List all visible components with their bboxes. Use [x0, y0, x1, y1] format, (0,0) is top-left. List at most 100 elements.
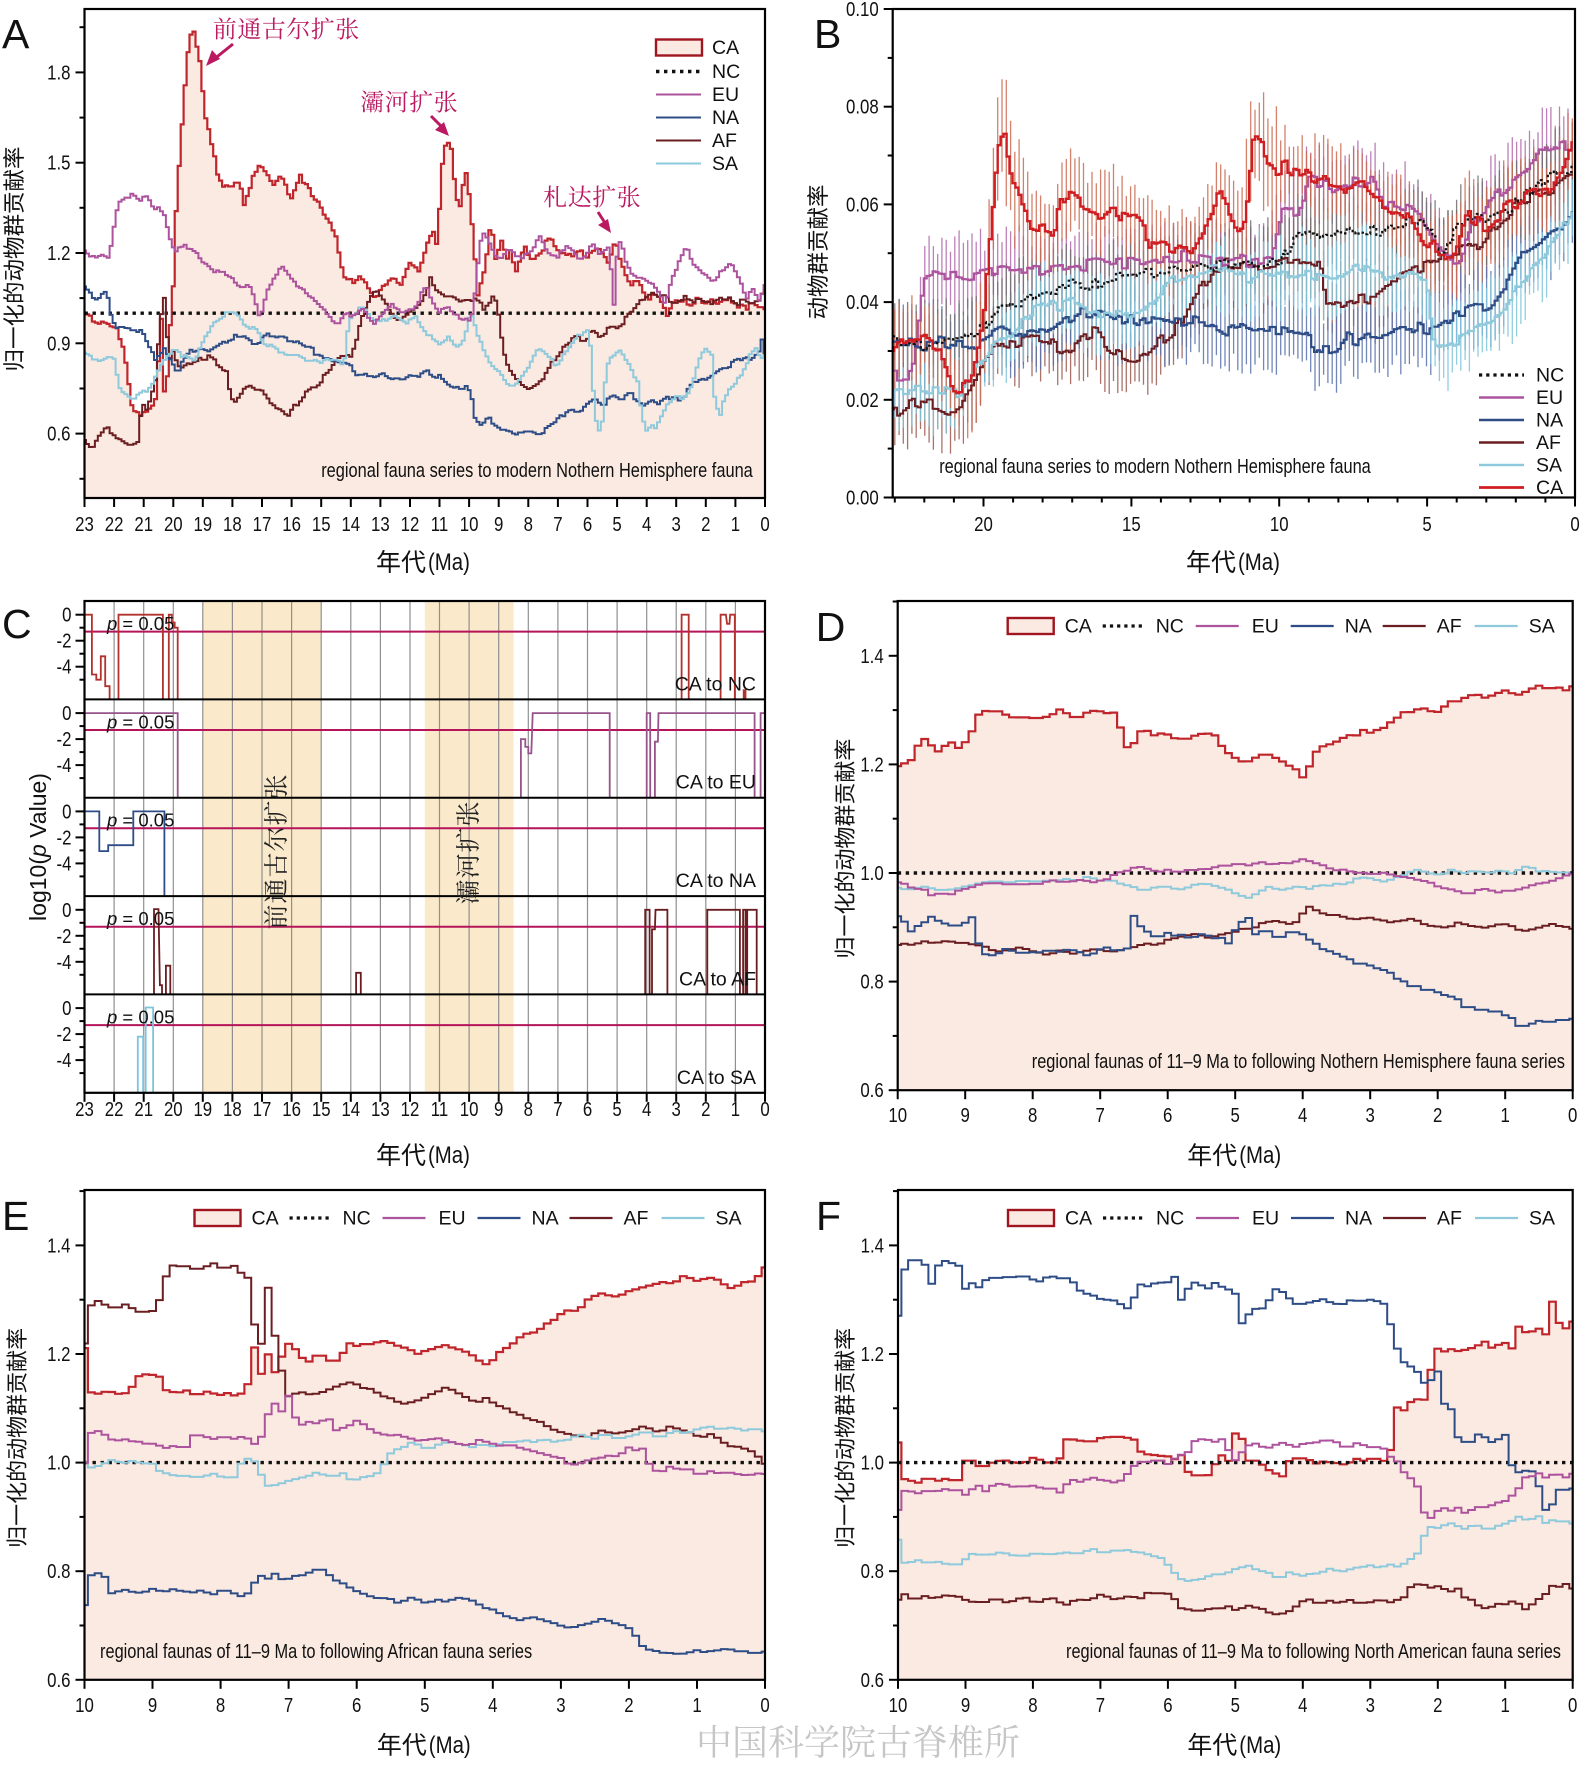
svg-text:14: 14: [341, 1097, 360, 1120]
svg-text:regional faunas of 11–9 Ma to: regional faunas of 11–9 Ma to following …: [1066, 1639, 1561, 1662]
svg-text:8: 8: [524, 1097, 533, 1120]
svg-text:0.02: 0.02: [846, 388, 879, 411]
svg-text:SA: SA: [712, 153, 738, 175]
svg-text:0: 0: [1570, 512, 1579, 535]
svg-text:1.2: 1.2: [47, 241, 70, 264]
svg-text:NA: NA: [1536, 410, 1563, 432]
svg-text:7: 7: [284, 1693, 293, 1716]
svg-text:2: 2: [624, 1693, 633, 1716]
svg-text:regional fauna series to moder: regional fauna series to modern Nothern …: [321, 458, 753, 481]
svg-text:1.8: 1.8: [47, 61, 70, 84]
svg-text:-2: -2: [57, 629, 72, 652]
svg-text:0.9: 0.9: [47, 332, 70, 355]
svg-text:CA to NC: CA to NC: [675, 673, 756, 695]
svg-text:1.4: 1.4: [860, 644, 883, 667]
svg-text:1.2: 1.2: [861, 1342, 884, 1365]
svg-text:EU: EU: [1252, 1208, 1279, 1230]
svg-text:0.6: 0.6: [861, 1668, 884, 1691]
svg-text:regional fauna series to moder: regional fauna series to modern Nothern …: [939, 454, 1371, 477]
svg-text:11: 11: [431, 1097, 448, 1120]
svg-text:CA: CA: [712, 37, 739, 59]
svg-text:0: 0: [62, 603, 71, 626]
svg-text:0.06: 0.06: [846, 193, 879, 216]
svg-text:9: 9: [148, 1693, 157, 1716]
svg-text:0: 0: [1568, 1104, 1577, 1127]
svg-text:4: 4: [488, 1693, 497, 1716]
svg-text:20: 20: [164, 1097, 183, 1120]
svg-text:p = 0.05: p = 0.05: [106, 810, 174, 831]
svg-text:7: 7: [553, 512, 562, 535]
svg-text:20: 20: [974, 512, 993, 535]
svg-text:-2: -2: [57, 728, 72, 751]
svg-text:E: E: [2, 1193, 29, 1239]
svg-text:-2: -2: [57, 826, 72, 849]
svg-text:AF: AF: [624, 1208, 649, 1230]
svg-text:0: 0: [760, 512, 769, 535]
svg-text:12: 12: [401, 512, 420, 535]
svg-text:15: 15: [312, 1097, 331, 1120]
svg-text:6: 6: [1163, 1693, 1172, 1716]
svg-text:1.0: 1.0: [861, 1451, 884, 1474]
svg-text:10: 10: [460, 1097, 479, 1120]
svg-text:NC: NC: [1536, 365, 1564, 387]
svg-text:6: 6: [583, 1097, 592, 1120]
svg-text:C: C: [2, 601, 32, 647]
svg-text:(Ma): (Ma): [1239, 1731, 1281, 1758]
svg-text:-4: -4: [57, 1049, 72, 1072]
svg-text:0.8: 0.8: [860, 970, 883, 993]
svg-text:8: 8: [524, 512, 533, 535]
svg-text:19: 19: [193, 512, 212, 535]
svg-text:-4: -4: [57, 950, 72, 973]
svg-text:6: 6: [583, 512, 592, 535]
svg-text:4: 4: [1298, 1104, 1307, 1127]
svg-text:0.00: 0.00: [846, 486, 879, 509]
svg-text:CA: CA: [1536, 477, 1563, 499]
svg-text:CA: CA: [252, 1208, 279, 1230]
svg-text:23: 23: [75, 512, 94, 535]
svg-text:A: A: [2, 11, 30, 57]
svg-text:8: 8: [1028, 1104, 1037, 1127]
svg-text:6: 6: [1163, 1104, 1172, 1127]
svg-text:15: 15: [1122, 512, 1141, 535]
svg-text:18: 18: [223, 1097, 242, 1120]
svg-text:1.2: 1.2: [47, 1342, 70, 1365]
svg-text:22: 22: [105, 512, 124, 535]
svg-text:CA: CA: [1065, 616, 1092, 638]
svg-text:13: 13: [371, 512, 390, 535]
svg-text:2: 2: [1433, 1104, 1442, 1127]
svg-text:5: 5: [612, 1097, 621, 1120]
svg-text:p = 0.05: p = 0.05: [106, 613, 174, 634]
svg-text:2: 2: [1433, 1693, 1442, 1716]
svg-text:1.4: 1.4: [861, 1234, 884, 1257]
svg-text:10: 10: [460, 512, 479, 535]
svg-text:17: 17: [253, 1097, 272, 1120]
svg-text:9: 9: [494, 512, 503, 535]
svg-text:-4: -4: [57, 852, 72, 875]
svg-text:10: 10: [888, 1104, 907, 1127]
svg-text:20: 20: [164, 512, 183, 535]
svg-text:regional faunas of 11–9 Ma to: regional faunas of 11–9 Ma to following …: [1032, 1050, 1565, 1073]
svg-text:1.5: 1.5: [47, 151, 70, 174]
svg-text:0.8: 0.8: [861, 1560, 884, 1583]
svg-text:0: 0: [760, 1693, 769, 1716]
svg-text:13: 13: [371, 1097, 390, 1120]
svg-text:(Ma): (Ma): [1238, 548, 1280, 575]
svg-text:4: 4: [1298, 1693, 1307, 1716]
svg-text:1: 1: [1501, 1693, 1510, 1716]
svg-text:CA: CA: [1065, 1208, 1092, 1230]
svg-text:5: 5: [612, 512, 621, 535]
svg-text:0: 0: [62, 800, 71, 823]
svg-text:AF: AF: [1437, 1208, 1462, 1230]
svg-text:SA: SA: [1529, 1208, 1555, 1230]
svg-text:NA: NA: [712, 107, 739, 129]
svg-text:CA to AF: CA to AF: [679, 968, 756, 990]
svg-text:EU: EU: [439, 1208, 466, 1230]
svg-text:10: 10: [889, 1693, 908, 1716]
svg-text:0.10: 0.10: [846, 0, 879, 20]
svg-text:11: 11: [431, 512, 448, 535]
svg-text:CA to SA: CA to SA: [677, 1067, 756, 1089]
svg-text:-2: -2: [57, 924, 72, 947]
svg-text:log10(p Value): log10(p Value): [25, 773, 51, 921]
svg-text:(Ma): (Ma): [1239, 1142, 1281, 1169]
svg-text:12: 12: [401, 1097, 420, 1120]
